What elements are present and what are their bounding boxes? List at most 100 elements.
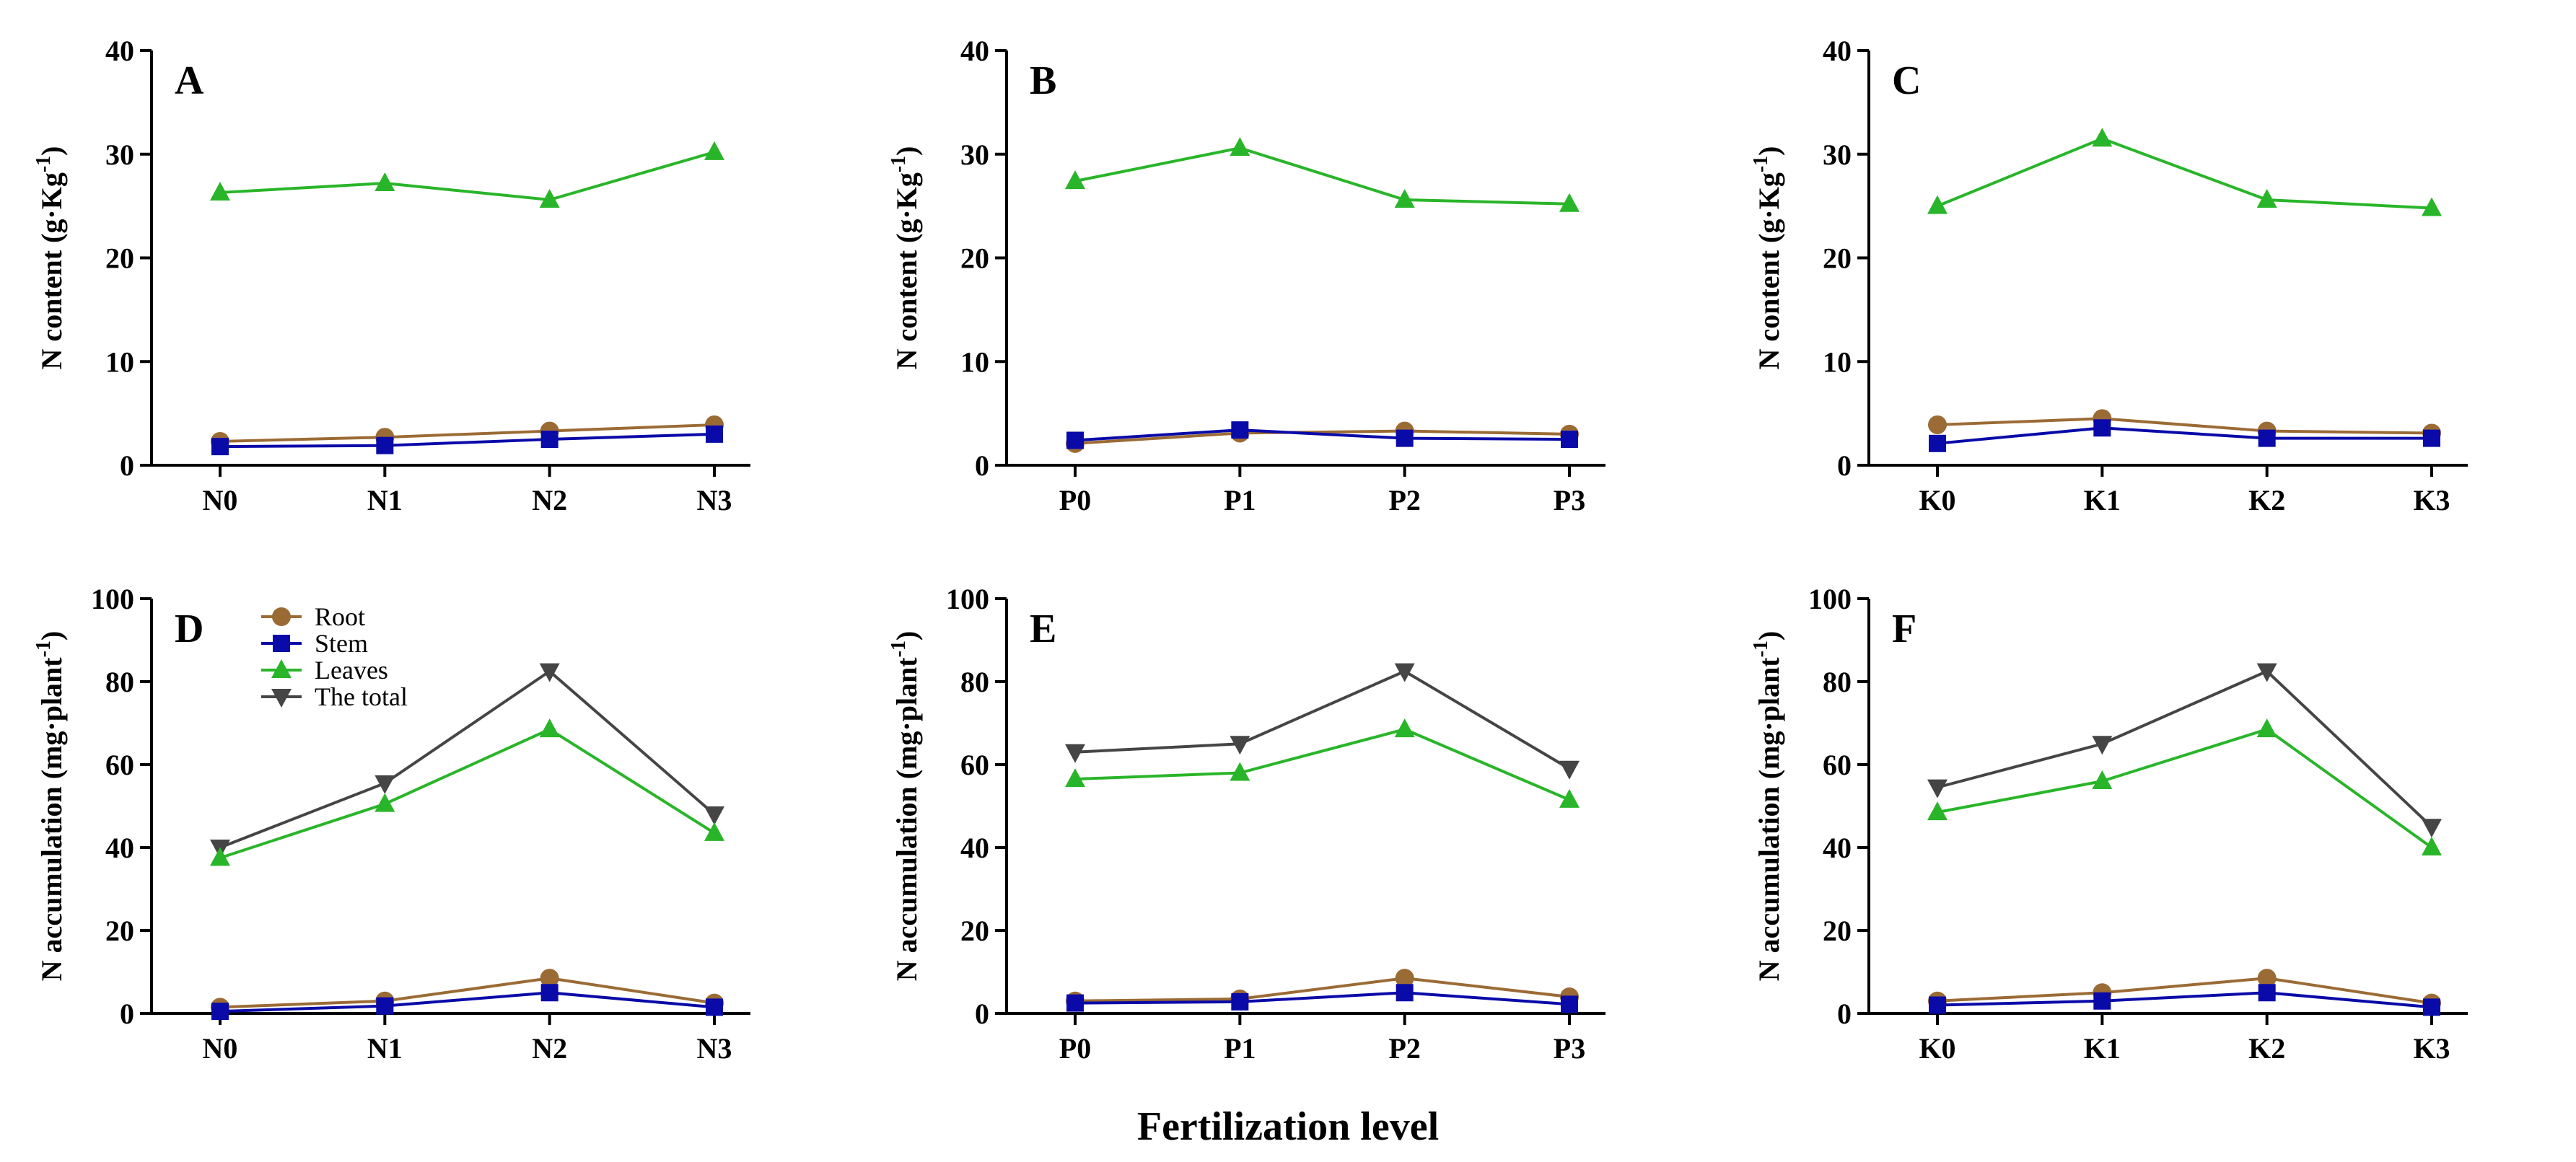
y-axis-label: N accumulation (mg·plant-1) <box>888 631 923 982</box>
y-axis-label-end: ) <box>35 146 68 156</box>
data-point-root <box>2257 969 2277 988</box>
data-point-stem <box>2258 984 2276 1002</box>
legend-label: Root <box>315 602 365 631</box>
y-tick-label: 60 <box>105 749 134 781</box>
y-axis-label-end: ) <box>890 146 923 156</box>
y-axis-label-main: N content (g·Kg <box>890 172 923 369</box>
series-stem <box>211 984 723 1021</box>
y-tick-label: 40 <box>1823 832 1852 864</box>
chart-panel-d: 0 20 40 60 80 100 N0 N1 N2 N3 D N accumulation (mg·… <box>32 583 750 1065</box>
panel-letter: C <box>1892 58 1921 103</box>
y-tick-label: 10 <box>960 345 989 378</box>
data-point-leaves <box>2256 718 2277 738</box>
data-point-stem <box>1396 984 1414 1002</box>
data-point-the-total <box>539 663 560 682</box>
data-point-stem <box>1066 994 1084 1012</box>
data-point-leaves <box>210 181 230 201</box>
data-point-leaves <box>1927 195 1948 214</box>
series-line-root <box>219 977 715 1009</box>
legend-item-stem: Stem <box>261 629 368 658</box>
data-point-stem <box>1929 996 1946 1014</box>
x-tick-label: K0 <box>1919 1032 1955 1065</box>
series-line-leaves <box>1074 728 1570 801</box>
x-tick-label: K2 <box>2248 484 2285 516</box>
series-line-leaves <box>1937 727 2433 849</box>
legend-label: Leaves <box>315 656 388 685</box>
series-line-root <box>1937 977 2432 1005</box>
y-tick-label: 40 <box>105 832 134 864</box>
y-axis-label-main: N accumulation (mg·plant <box>35 657 68 982</box>
data-point-leaves <box>1230 137 1250 157</box>
y-tick-label: 20 <box>960 242 989 275</box>
legend-marker <box>271 659 292 678</box>
x-tick-label: P2 <box>1388 1032 1420 1065</box>
y-tick-label: 80 <box>1823 666 1852 698</box>
y-tick-label: 80 <box>105 666 134 698</box>
data-point-stem <box>1929 434 1946 452</box>
series-line-stem <box>219 991 715 1013</box>
y-tick-label: 100 <box>1808 583 1852 615</box>
y-tick-label: 0 <box>975 449 989 482</box>
series-the-total <box>1927 663 2442 838</box>
legend-item-leaves: Leaves <box>261 656 388 685</box>
y-tick-label: 0 <box>1837 998 1852 1030</box>
legend-marker <box>272 607 291 626</box>
y-axis-label-sup: -1 <box>888 641 910 657</box>
series-root <box>1066 969 1579 1011</box>
x-tick-label: P0 <box>1059 484 1091 516</box>
series-line-stem <box>1074 991 1570 1006</box>
y-tick-label: 60 <box>960 749 989 781</box>
panel-letter: E <box>1030 607 1056 651</box>
data-point-the-total <box>1065 744 1085 763</box>
y-axis-label-end: ) <box>1753 631 1785 641</box>
data-point-stem <box>540 984 558 1002</box>
y-axis-label-sup: -1 <box>888 156 910 172</box>
series-stem <box>211 425 723 456</box>
data-point-leaves <box>1559 193 1580 212</box>
data-point-leaves <box>1065 170 1085 190</box>
x-tick-label: P0 <box>1059 1032 1091 1065</box>
data-point-the-total <box>374 775 395 794</box>
x-tick-label: N2 <box>532 1032 567 1065</box>
data-point-stem <box>1561 995 1578 1013</box>
data-point-stem <box>376 997 394 1015</box>
series-line-the-total <box>1937 669 2433 828</box>
series-leaves <box>1927 718 2442 855</box>
data-point-leaves <box>704 141 724 160</box>
y-tick-label: 40 <box>960 832 989 864</box>
y-tick-label: 80 <box>960 666 989 698</box>
y-axis-label: N content (g·Kg-1) <box>888 146 923 370</box>
series-leaves <box>1065 718 1580 808</box>
data-point-leaves <box>1230 762 1250 781</box>
legend-marker <box>271 689 292 708</box>
chart-panel-c: 0 10 20 30 40 K0 K1 K2 K3 C N content (g·Kg-1) <box>1750 35 2468 516</box>
data-point-stem <box>211 438 229 456</box>
x-tick-label: N0 <box>203 1032 238 1065</box>
data-point-stem <box>2093 419 2111 437</box>
data-point-leaves <box>2092 128 2113 147</box>
series-leaves <box>1065 137 1580 212</box>
data-point-the-total <box>1394 663 1415 682</box>
y-tick-label: 10 <box>105 345 134 378</box>
x-tick-label: N3 <box>697 1032 732 1065</box>
data-point-leaves <box>1065 768 1085 788</box>
x-tick-label: N1 <box>367 1032 403 1065</box>
legend-item-the-total: The total <box>261 682 408 711</box>
y-tick-label: 100 <box>946 583 989 615</box>
y-tick-label: 0 <box>120 998 134 1030</box>
data-point-stem <box>2093 992 2111 1010</box>
data-point-stem <box>211 1003 229 1021</box>
series-stem <box>1929 984 2440 1016</box>
chart-panel-a: 0 10 20 30 40 N0 N1 N2 N3 A N content (g·Kg-1) <box>32 35 750 516</box>
data-point-leaves <box>1394 189 1415 208</box>
data-point-root <box>1395 969 1414 988</box>
data-point-leaves <box>2422 837 2442 855</box>
data-point-leaves <box>210 847 230 866</box>
y-tick-label: 30 <box>1823 138 1852 171</box>
series-line-leaves <box>219 150 715 202</box>
legend-label: Stem <box>315 629 368 658</box>
y-axis-label: N content (g·Kg-1) <box>1750 146 1785 370</box>
series-line-the-total <box>1074 669 1571 770</box>
x-tick-label: K0 <box>1919 484 1955 516</box>
